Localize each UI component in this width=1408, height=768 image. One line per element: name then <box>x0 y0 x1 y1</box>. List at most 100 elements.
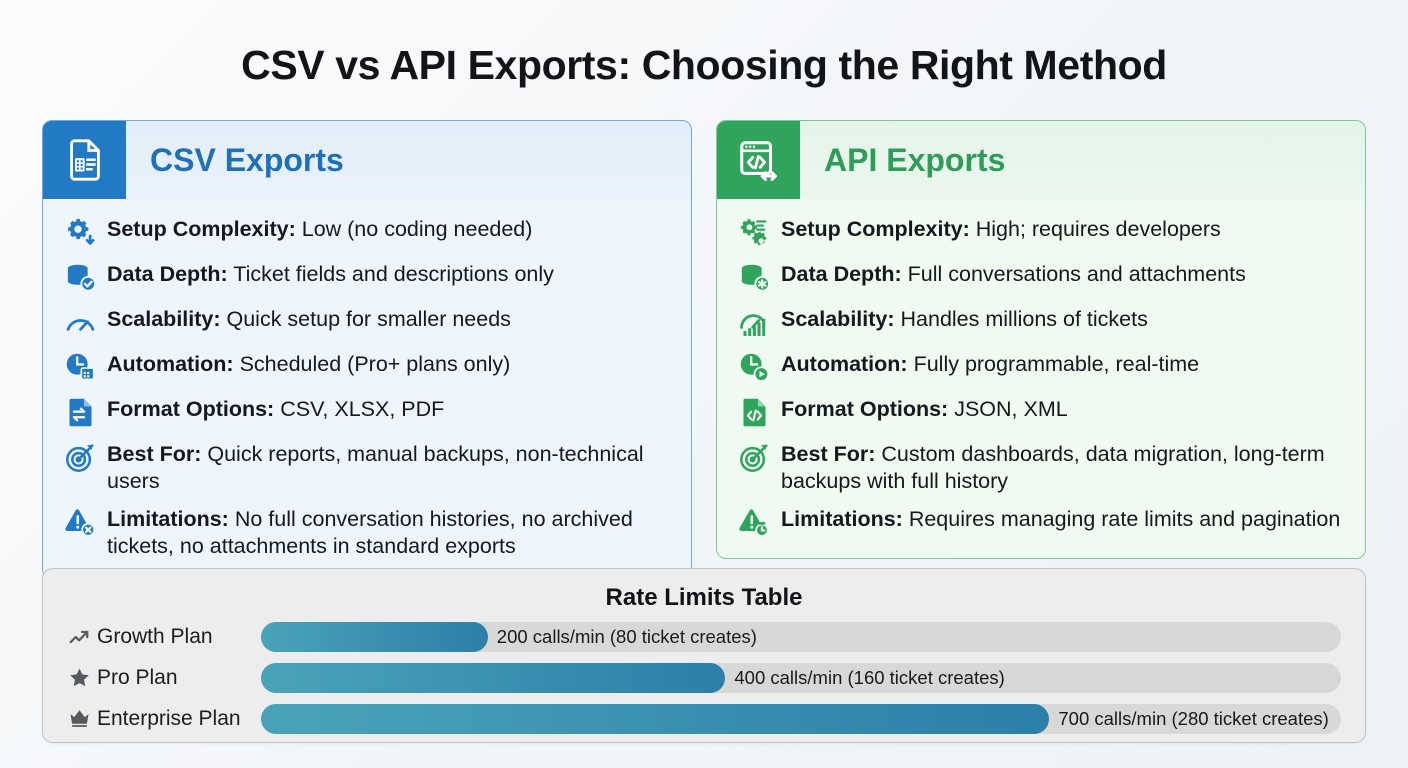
api-feature-text: Best For: Custom dashboards, data migrat… <box>781 438 1347 495</box>
api-feature-row: Scalability: Handles millions of tickets <box>731 303 1347 340</box>
csv-feature-row: Scalability: Quick setup for smaller nee… <box>57 303 673 340</box>
plan-label: Pro Plan <box>97 665 178 689</box>
star-icon <box>65 666 93 689</box>
csv-feature-value: Scheduled (Pro+ plans only) <box>239 352 511 376</box>
crown-icon <box>65 707 93 730</box>
csv-feature-label: Format Options: <box>107 397 275 421</box>
api-feature-row: Automation: Fully programmable, real-tim… <box>731 348 1347 385</box>
csv-document-icon <box>43 121 126 199</box>
rate-limit-row: Growth Plan 200 calls/min (80 ticket cre… <box>43 620 1365 653</box>
database-check-icon <box>57 259 103 295</box>
csv-feature-row: Data Depth: Ticket fields and descriptio… <box>57 258 673 295</box>
csv-feature-text: Format Options: CSV, XLSX, PDF <box>107 393 673 423</box>
csv-feature-text: Data Depth: Ticket fields and descriptio… <box>107 258 673 288</box>
api-feature-value: Full conversations and attachments <box>907 262 1246 286</box>
api-feature-text: Automation: Fully programmable, real-tim… <box>781 348 1347 378</box>
rate-bar-track: 400 calls/min (160 ticket creates) <box>261 662 1341 693</box>
csv-feature-text: Scalability: Quick setup for smaller nee… <box>107 303 673 333</box>
api-feature-text: Setup Complexity: High; requires develop… <box>781 213 1347 243</box>
rate-bar-value: 700 calls/min (280 ticket creates) <box>1058 707 1329 729</box>
api-feature-row: Best For: Custom dashboards, data migrat… <box>731 438 1347 495</box>
csv-card-header: CSV Exports <box>43 121 691 199</box>
api-feature-label: Best For: <box>781 442 876 466</box>
gauge-icon <box>57 304 103 340</box>
api-card-header: API Exports <box>717 121 1365 199</box>
rate-limits-title: Rate Limits Table <box>605 584 803 611</box>
csv-feature-row: Format Options: CSV, XLSX, PDF <box>57 393 673 430</box>
gauge-chart-icon <box>731 304 777 340</box>
target-dart-icon <box>731 439 777 475</box>
csv-feature-label: Best For: <box>107 442 202 466</box>
api-feature-label: Setup Complexity: <box>781 217 970 241</box>
api-feature-value: Fully programmable, real-time <box>913 352 1200 376</box>
api-card-title: API Exports <box>800 121 1365 199</box>
plan-label: Enterprise Plan <box>97 706 241 730</box>
csv-feature-value: Quick reports, manual backups, non-techn… <box>107 442 644 493</box>
api-feature-value: Handles millions of tickets <box>900 307 1148 331</box>
csv-feature-text: Limitations: No full conversation histor… <box>107 503 673 560</box>
rate-bar-fill <box>261 703 1050 734</box>
rate-bar-fill <box>261 662 726 693</box>
csv-feature-row: Automation: Scheduled (Pro+ plans only) <box>57 348 673 385</box>
csv-feature-label: Data Depth: <box>107 262 228 286</box>
rate-limit-row: Enterprise Plan 700 calls/min (280 ticke… <box>43 702 1365 735</box>
api-feature-text: Format Options: JSON, XML <box>781 393 1347 423</box>
api-feature-label: Limitations: <box>781 507 903 531</box>
api-feature-row: Data Depth: Full conversations and attac… <box>731 258 1347 295</box>
csv-feature-value: Ticket fields and descriptions only <box>233 262 554 286</box>
csv-feature-label: Automation: <box>107 352 234 376</box>
api-feature-label: Format Options: <box>781 397 949 421</box>
csv-feature-value: No full conversation histories, no archi… <box>107 507 633 558</box>
csv-feature-text: Automation: Scheduled (Pro+ plans only) <box>107 348 673 378</box>
api-feature-row: Setup Complexity: High; requires develop… <box>731 213 1347 250</box>
csv-card-body: Setup Complexity: Low (no coding needed)… <box>43 199 691 578</box>
warning-x-icon <box>57 504 103 540</box>
csv-feature-row: Setup Complexity: Low (no coding needed) <box>57 213 673 250</box>
api-feature-text: Limitations: Requires managing rate limi… <box>781 503 1347 533</box>
api-feature-text: Scalability: Handles millions of tickets <box>781 303 1347 333</box>
csv-feature-label: Setup Complexity: <box>107 217 296 241</box>
csv-feature-text: Best For: Quick reports, manual backups,… <box>107 438 673 495</box>
csv-exports-card: CSV Exports Setup Complexity: Low (no co… <box>42 120 692 579</box>
rate-bar-value: 200 calls/min (80 ticket creates) <box>496 625 757 647</box>
api-feature-text: Data Depth: Full conversations and attac… <box>781 258 1347 288</box>
api-feature-row: Format Options: JSON, XML <box>731 393 1347 430</box>
api-card-body: Setup Complexity: High; requires develop… <box>717 199 1365 558</box>
csv-feature-text: Setup Complexity: Low (no coding needed) <box>107 213 673 243</box>
gear-download-icon <box>57 214 103 250</box>
api-feature-row: Limitations: Requires managing rate limi… <box>731 503 1347 540</box>
api-feature-value: Custom dashboards, data migration, long-… <box>781 442 1325 493</box>
code-window-icon <box>717 121 800 199</box>
csv-feature-row: Limitations: No full conversation histor… <box>57 503 673 560</box>
csv-feature-row: Best For: Quick reports, manual backups,… <box>57 438 673 495</box>
rate-bar-track: 700 calls/min (280 ticket creates) <box>261 703 1341 734</box>
clock-calendar-icon <box>57 349 103 385</box>
csv-feature-label: Limitations: <box>107 507 229 531</box>
gear-settings-icon <box>731 214 777 250</box>
warning-timer-icon <box>731 504 777 540</box>
database-gear-icon <box>731 259 777 295</box>
api-feature-value: Requires managing rate limits and pagina… <box>908 507 1341 531</box>
rate-bar-fill <box>261 621 488 652</box>
plan-label: Growth Plan <box>97 624 213 648</box>
trend-arrow-icon <box>65 626 93 648</box>
file-code-icon <box>731 394 777 430</box>
api-feature-label: Scalability: <box>781 307 895 331</box>
csv-card-title: CSV Exports <box>126 121 691 199</box>
rate-bar-value: 400 calls/min (160 ticket creates) <box>734 666 1005 688</box>
api-exports-card: API Exports Setup Complexity: High; requ… <box>716 120 1366 559</box>
csv-feature-value: CSV, XLSX, PDF <box>280 397 445 421</box>
rate-limit-row: Pro Plan 400 calls/min (160 ticket creat… <box>43 661 1365 694</box>
api-feature-value: High; requires developers <box>975 217 1221 241</box>
csv-feature-value: Low (no coding needed) <box>301 217 533 241</box>
clock-play-icon <box>731 349 777 385</box>
csv-feature-label: Scalability: <box>107 307 221 331</box>
page-title: CSV vs API Exports: Choosing the Right M… <box>241 42 1167 88</box>
rate-limits-panel: Rate Limits Table Growth Plan 200 calls/… <box>42 568 1366 743</box>
api-feature-label: Automation: <box>781 352 908 376</box>
target-dart-icon <box>57 439 103 475</box>
file-swap-icon <box>57 394 103 430</box>
csv-feature-value: Quick setup for smaller needs <box>226 307 511 331</box>
rate-bar-track: 200 calls/min (80 ticket creates) <box>261 621 1341 652</box>
